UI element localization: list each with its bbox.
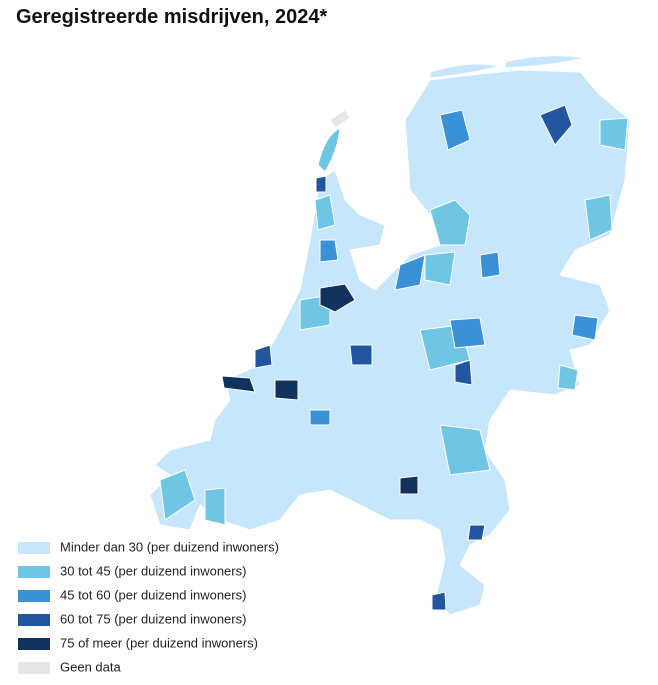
legend-swatch [18,662,50,674]
municipality [159,469,196,521]
municipality [439,109,471,151]
municipality [254,344,273,369]
island [429,63,501,79]
municipality [314,194,336,231]
municipality [319,283,356,313]
municipality [449,317,486,349]
municipality [319,239,339,263]
municipality [439,424,491,476]
municipality [599,117,629,151]
municipality [539,104,573,146]
legend-label: Minder dan 30 (per duizend inwoners) [60,539,279,554]
municipality [394,254,426,291]
municipality [315,175,327,193]
municipality [467,524,486,541]
water-area [329,109,351,129]
municipality [424,251,456,286]
municipality [431,591,447,611]
municipality [571,314,599,341]
title: Geregistreerde misdrijven, 2024* [16,6,328,28]
legend-label: Geen data [60,659,121,674]
legend-label: 30 tot 45 (per duizend inwoners) [60,563,246,578]
municipality [204,487,226,526]
municipality [429,199,471,246]
legend-swatch [18,566,50,578]
municipality [221,375,256,393]
legend-swatch [18,590,50,602]
country [149,69,631,616]
municipality [479,251,501,279]
island [504,55,586,69]
legend-swatch [18,614,50,626]
municipality [454,359,473,386]
legend-label: 45 tot 60 (per duizend inwoners) [60,587,246,602]
map-regions [149,55,631,616]
municipality [274,379,299,401]
municipality [349,344,373,366]
legend-swatch [18,542,50,554]
municipality [399,475,419,495]
municipality [557,364,579,391]
municipality [309,409,331,426]
legend-swatch [18,638,50,650]
legend-label: 60 tot 75 (per duizend inwoners) [60,611,246,626]
legend-label: 75 of meer (per duizend inwoners) [60,635,258,650]
municipality [584,194,613,241]
island [317,127,341,173]
